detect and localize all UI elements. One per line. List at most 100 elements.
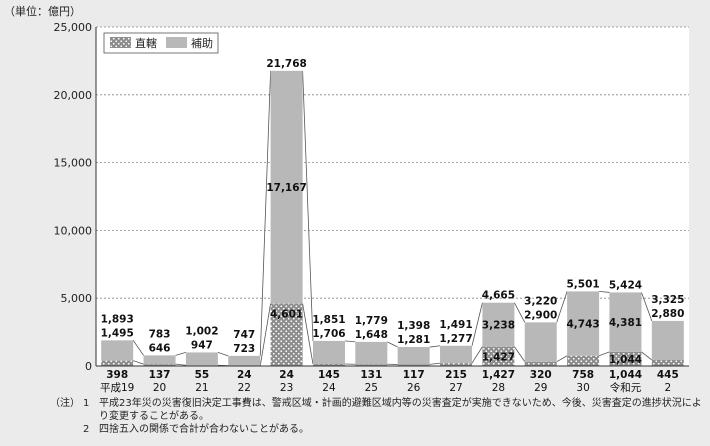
bar-direct <box>143 364 176 366</box>
data-label-subsidy: 1,277 <box>439 333 472 345</box>
x-direct-value-label: 117 <box>403 369 425 381</box>
bar-subsidy <box>355 341 388 365</box>
data-label-subsidy: 3,238 <box>482 320 515 332</box>
x-direct-value-label: 131 <box>360 369 382 381</box>
data-label-subsidy: 2,900 <box>524 309 557 321</box>
x-direct-value-label: 320 <box>530 369 552 381</box>
data-label-subsidy: 947 <box>191 339 213 351</box>
data-label-subsidy: 723 <box>233 343 255 355</box>
bar-subsidy <box>482 302 515 347</box>
connector-line-total <box>387 341 398 348</box>
data-label-total: 747 <box>233 329 255 341</box>
connector-line-total <box>641 292 653 322</box>
x-direct-value-label: 758 <box>572 369 594 381</box>
data-label-total: 1,002 <box>185 325 218 337</box>
data-label-subsidy: 1,281 <box>397 334 430 346</box>
connector-line-total <box>599 291 610 293</box>
data-label-direct: 4,601 <box>270 309 303 321</box>
connector-line-total <box>471 302 483 346</box>
bar-direct <box>609 351 642 366</box>
y-tick-label: 20,000 <box>54 89 93 102</box>
connector-line-total <box>132 340 144 356</box>
x-tick-label: 30 <box>576 382 589 394</box>
data-label-total: 1,491 <box>439 319 472 331</box>
x-direct-value-label: 398 <box>106 369 128 381</box>
y-tick-label: 15,000 <box>54 157 93 170</box>
data-label-direct: 1,427 <box>482 352 515 364</box>
bar-subsidy <box>101 340 134 361</box>
x-direct-value-label: 24 <box>279 369 294 381</box>
bar-subsidy <box>143 355 176 365</box>
data-label-total: 783 <box>149 328 171 340</box>
bar-subsidy <box>524 322 557 362</box>
bar-direct <box>651 359 684 366</box>
connector-line-total <box>556 291 568 323</box>
connector-line-total <box>514 302 526 323</box>
data-label-total: 1,398 <box>397 320 430 332</box>
x-direct-value-label: 215 <box>445 369 467 381</box>
legend-label-subsidy: 補助 <box>191 36 213 50</box>
data-label-total: 3,325 <box>651 294 684 306</box>
x-tick-label: 24 <box>322 382 336 394</box>
data-label-total: 5,501 <box>566 278 599 290</box>
x-tick-label: 21 <box>195 382 208 394</box>
connector-line-direct <box>471 346 483 364</box>
data-label-subsidy: 646 <box>149 342 171 354</box>
connector-line-direct <box>259 303 272 366</box>
bar-direct <box>270 303 303 366</box>
connector-line-direct <box>429 362 441 365</box>
x-direct-value-label: 24 <box>237 369 252 381</box>
x-tick-label: 27 <box>449 382 462 394</box>
data-label-subsidy: 17,167 <box>266 182 307 194</box>
connector-line-direct <box>514 346 526 362</box>
stacked-bar-chart: （単位：億円） 0 5,000 10,000 15,000 20,000 25,000 1… <box>4 4 689 394</box>
bar-direct <box>524 361 557 366</box>
legend-label-direct: 直轄 <box>135 36 157 50</box>
connector-line-direct <box>133 360 144 365</box>
connector-line-total <box>429 345 441 348</box>
x-tick-label: 28 <box>492 382 505 394</box>
x-tick-label: 23 <box>280 382 293 394</box>
footnote-number: 1 <box>83 398 90 409</box>
bar-direct <box>440 363 473 366</box>
connector-line-total <box>217 352 229 357</box>
plot-area <box>96 27 689 366</box>
legend: 直轄 補助 <box>103 32 219 54</box>
footnote-mark: （注） <box>50 398 80 409</box>
bar-subsidy <box>651 320 684 360</box>
connector-line-total <box>344 340 356 343</box>
bar-direct <box>567 355 600 366</box>
data-label-subsidy: 4,743 <box>566 319 599 331</box>
legend-box <box>103 32 219 54</box>
bar-subsidy <box>609 292 642 352</box>
data-label-total: 1,779 <box>355 315 388 327</box>
data-label-subsidy: 1,648 <box>355 329 388 341</box>
y-tick-label: 10,000 <box>54 224 93 237</box>
x-tick-label: 26 <box>407 382 421 394</box>
bar-subsidy <box>397 347 430 365</box>
x-tick-label: 2 <box>664 382 671 394</box>
footnote-text: 平成23年災の災害復旧決定工事費は、警戒区域・計画的避難区域内等の災害査定が実施… <box>99 398 702 422</box>
connector-line-total <box>175 352 187 356</box>
bar-direct <box>482 346 515 366</box>
data-label-subsidy: 1,706 <box>312 328 345 340</box>
x-tick-label: 令和元 <box>610 381 642 394</box>
connector-line-direct <box>556 355 568 363</box>
connector-line-direct <box>302 303 314 365</box>
y-tick-label: 5,000 <box>61 292 93 305</box>
connector-line-direct <box>175 363 186 366</box>
connector-line-direct <box>641 351 653 361</box>
bar-direct <box>312 364 345 366</box>
x-direct-value-label: 1,427 <box>482 369 515 381</box>
bar-direct <box>397 364 430 366</box>
data-label-subsidy: 4,381 <box>609 317 642 329</box>
x-tick-label: 29 <box>534 382 547 394</box>
bar-subsidy <box>185 352 218 366</box>
y-tick-label: 25,000 <box>54 21 93 34</box>
x-tick-label: 20 <box>153 382 166 394</box>
legend-swatch-direct <box>110 37 131 48</box>
unit-label: （単位：億円） <box>4 4 81 18</box>
footnote-1: （注） 1 平成23年災の災害復旧決定工事費は、警戒区域・計画的避難区域内等の災… <box>50 397 705 423</box>
bar-direct <box>355 364 388 366</box>
data-label-subsidy: 2,880 <box>651 308 684 320</box>
